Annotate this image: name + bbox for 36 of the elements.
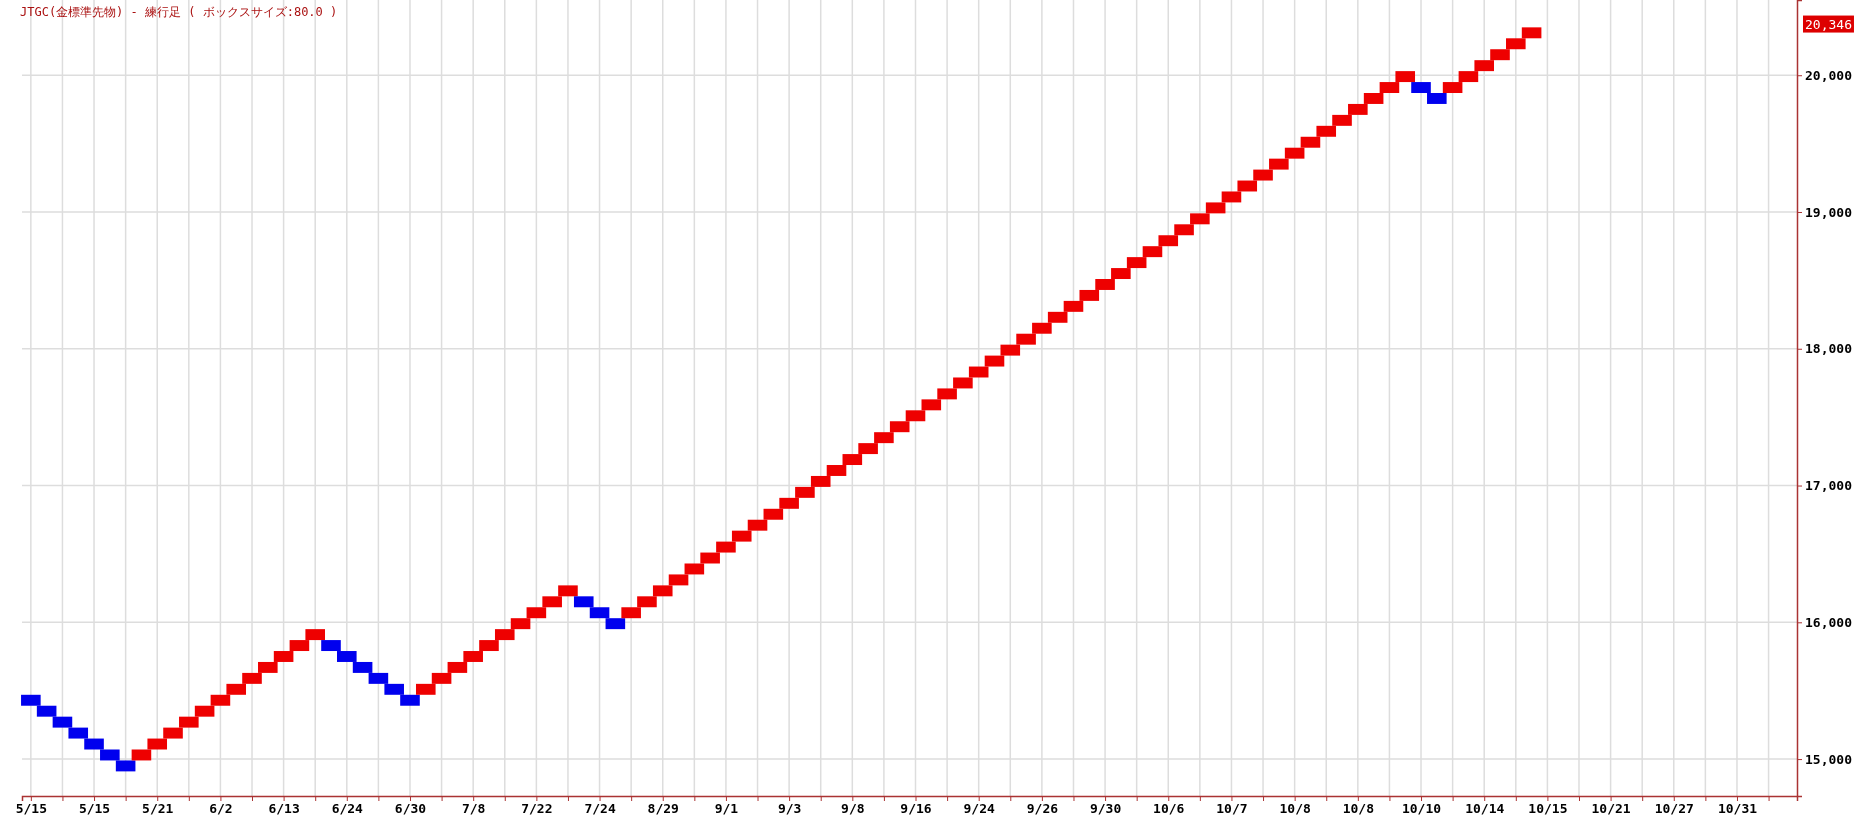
text: JTGC(金標準先物) - 練行足 ( ボックスサイズ:80.0 ) <box>20 5 338 19</box>
x-tick-label: 10/14 <box>1465 801 1505 817</box>
x-tick-label: 9/8 <box>841 801 865 817</box>
x-tick-label: 5/21 <box>142 801 174 817</box>
x-tick-label: 7/24 <box>584 801 616 817</box>
x-tick-label: 5/15 <box>78 801 111 817</box>
x-tick-label: 6/30 <box>394 801 427 817</box>
x-tick-label: 6/2 <box>209 801 233 817</box>
x-tick-label: 8/29 <box>647 801 679 817</box>
x-tick-label: 10/8 <box>1342 801 1375 817</box>
y-tick-label: 20,000 <box>1805 67 1853 83</box>
x-tick-label: 10/10 <box>1401 801 1442 817</box>
y-tick-label: 15,000 <box>1805 751 1853 767</box>
y-tick-label: 16,000 <box>1805 614 1853 630</box>
x-tick-label: 10/8 <box>1279 801 1311 817</box>
y-tick-label: 18,000 <box>1805 341 1853 357</box>
x-tick-label: 9/30 <box>1089 801 1122 817</box>
x-tick-label: 6/24 <box>331 801 364 817</box>
x-tick-label: 7/8 <box>461 801 486 817</box>
x-tick-label: 5/15 <box>15 801 47 817</box>
x-tick-label: 9/3 <box>777 801 802 817</box>
x-tick-label: 9/1 <box>714 801 739 817</box>
x-tick-label: 10/21 <box>1591 801 1631 817</box>
x-tick-label: 9/26 <box>1026 801 1059 817</box>
x-tick-label: 9/24 <box>963 801 996 817</box>
text: 20,346 <box>1805 16 1852 32</box>
x-tick-label: 6/13 <box>268 801 300 817</box>
x-tick-label: 7/22 <box>521 801 553 817</box>
y-tick-label: 17,000 <box>1805 478 1853 494</box>
x-tick-label: 10/15 <box>1528 801 1568 817</box>
x-tick-label: 10/7 <box>1216 801 1248 817</box>
x-tick-label: 10/27 <box>1654 801 1694 817</box>
x-tick-label: 10/31 <box>1717 801 1758 817</box>
y-tick-label: 19,000 <box>1805 204 1853 220</box>
x-tick-label: 9/16 <box>900 801 932 817</box>
x-tick-label: 10/6 <box>1153 801 1185 817</box>
